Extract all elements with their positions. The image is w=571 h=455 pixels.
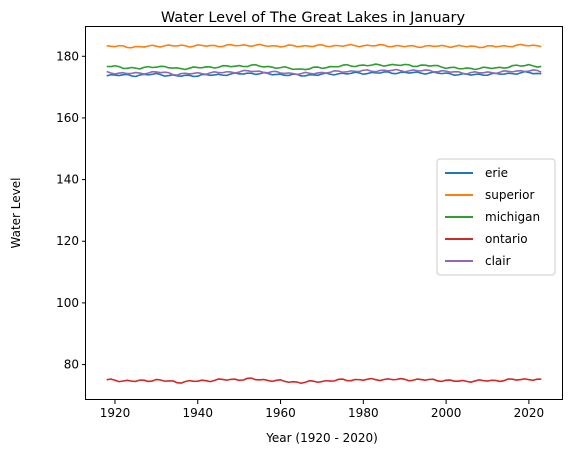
plot-frame xyxy=(85,26,563,400)
y-axis: 80 100 120 140 160 180 xyxy=(56,49,86,372)
y-tick-label: 120 xyxy=(56,234,79,248)
legend-box xyxy=(436,158,556,276)
y-tick-label: 180 xyxy=(56,49,79,63)
series-line-superior xyxy=(106,43,542,49)
x-tick-label: 2020 xyxy=(514,406,545,420)
legend-label-erie: erie xyxy=(485,166,508,180)
legend-label-superior: superior xyxy=(485,188,534,202)
x-tick-label: 2000 xyxy=(431,406,462,420)
chart-title: Water Level of The Great Lakes in Januar… xyxy=(161,10,466,26)
plot-lines xyxy=(106,43,542,385)
y-tick-label: 100 xyxy=(56,296,79,310)
x-axis-label: Year (1920 - 2020) xyxy=(265,431,378,445)
series-line-michigan xyxy=(106,63,542,71)
legend-label-ontario: ontario xyxy=(485,232,528,246)
series-line-erie xyxy=(106,70,542,78)
y-tick-label: 140 xyxy=(56,173,79,187)
y-tick-label: 80 xyxy=(64,358,79,372)
series-line-clair xyxy=(106,68,542,76)
x-axis: 1920 1940 1960 1980 2000 2020 xyxy=(100,400,544,420)
y-axis-label: Water Level xyxy=(9,178,23,249)
x-tick-label: 1960 xyxy=(265,406,296,420)
series-line-ontario xyxy=(106,377,542,385)
x-tick-label: 1920 xyxy=(100,406,131,420)
x-tick-label: 1980 xyxy=(348,406,379,420)
legend-label-clair: clair xyxy=(485,254,511,268)
x-tick-label: 1940 xyxy=(182,406,213,420)
legend: erie superior michigan ontario clair xyxy=(436,158,556,276)
y-tick-label: 160 xyxy=(56,111,79,125)
legend-label-michigan: michigan xyxy=(485,210,540,224)
